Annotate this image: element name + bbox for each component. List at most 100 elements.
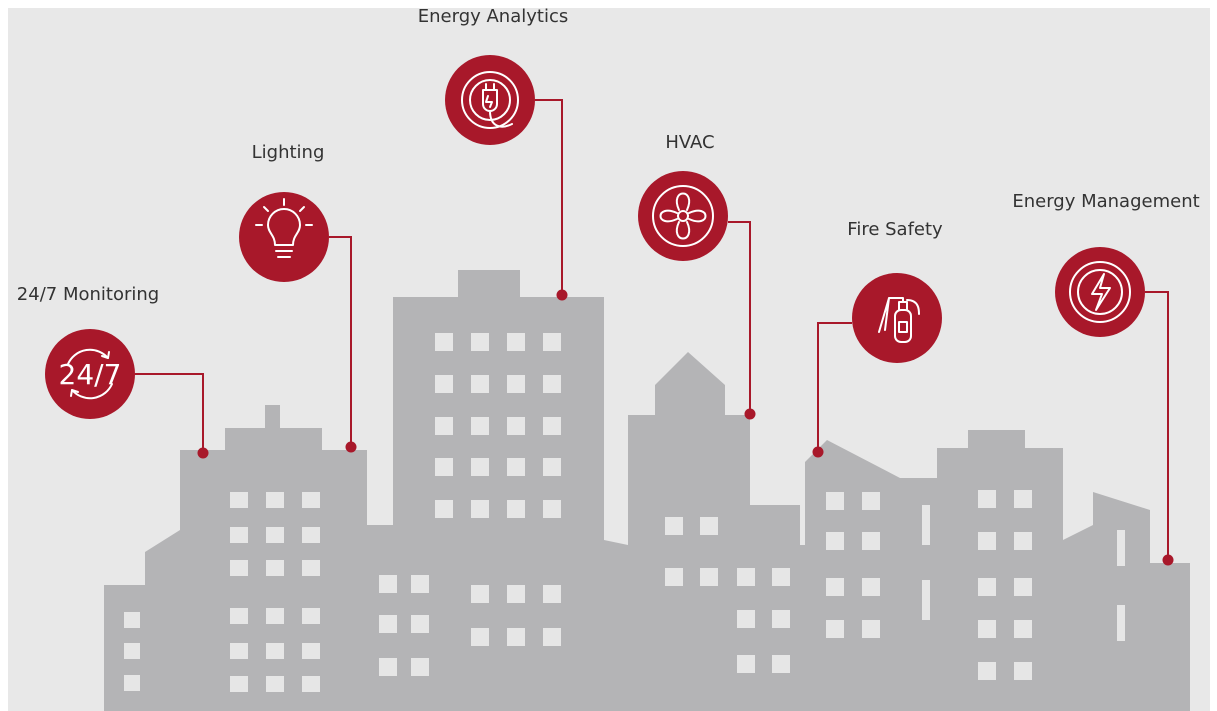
window [922,505,930,545]
window [772,568,790,586]
window [978,620,996,638]
window [435,375,453,393]
connector-dot [346,442,357,453]
icon-circle [445,55,535,145]
window [543,500,561,518]
window [543,417,561,435]
window [230,608,248,624]
window [411,658,429,676]
window [266,492,284,508]
window [862,578,880,596]
window [826,578,844,596]
window [379,658,397,676]
node-label: Energy Analytics [418,6,568,27]
infographic: 24/7 24/7 Monitoring Lighting Energy Analyt… [0,0,1217,711]
window [543,628,561,646]
node-label: Lighting [252,142,325,163]
window [1117,605,1125,641]
window [435,458,453,476]
window [379,615,397,633]
window [862,492,880,510]
node-label: 24/7 Monitoring [17,284,159,305]
window [411,575,429,593]
window [543,458,561,476]
window [507,375,525,393]
connector-dot [557,290,568,301]
window [543,585,561,603]
window [266,527,284,543]
window [471,417,489,435]
window [543,375,561,393]
icon-circle [1055,247,1145,337]
window [507,333,525,351]
window [772,610,790,628]
connector-dot [745,409,756,420]
window [435,417,453,435]
window [302,492,320,508]
window [1014,578,1032,596]
window [435,333,453,351]
window [978,532,996,550]
window [302,676,320,692]
window [124,643,140,659]
window [1014,662,1032,680]
window [230,492,248,508]
window [302,560,320,576]
icon-text: 24/7 [59,358,122,391]
window [435,500,453,518]
window [379,575,397,593]
window [665,517,683,535]
window [230,560,248,576]
window [124,612,140,628]
window [471,375,489,393]
window [1014,490,1032,508]
window [772,655,790,673]
window [124,675,140,691]
window [737,610,755,628]
window [302,608,320,624]
window [471,500,489,518]
window [411,615,429,633]
window [471,333,489,351]
window [978,578,996,596]
icon-circle [852,273,942,363]
window [230,643,248,659]
window [737,655,755,673]
window [230,676,248,692]
window [922,580,930,620]
window [507,628,525,646]
window [862,620,880,638]
window [700,568,718,586]
window [507,417,525,435]
window [266,676,284,692]
window [471,458,489,476]
icon-circle [638,171,728,261]
node-label: Fire Safety [847,219,943,240]
window [1014,620,1032,638]
node-label: HVAC [665,132,714,153]
window [230,527,248,543]
connector-dot [813,447,824,458]
window [302,643,320,659]
window [665,568,683,586]
window [862,532,880,550]
window [826,620,844,638]
window [507,500,525,518]
window [471,585,489,603]
window [1014,532,1032,550]
window [978,490,996,508]
window [266,608,284,624]
window [826,532,844,550]
window [302,527,320,543]
window [507,585,525,603]
connector-dot [1163,555,1174,566]
window [507,458,525,476]
window [978,662,996,680]
window [266,643,284,659]
node-label: Energy Management [1012,191,1199,212]
window [700,517,718,535]
window [471,628,489,646]
connector-dot [198,448,209,459]
window [266,560,284,576]
window [737,568,755,586]
